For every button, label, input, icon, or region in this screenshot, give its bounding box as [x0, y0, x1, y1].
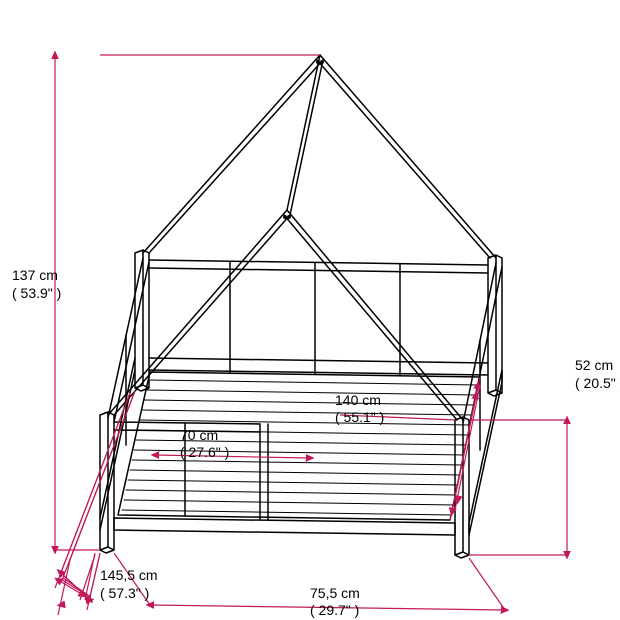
- svg-text:140 cm: 140 cm: [335, 392, 381, 408]
- svg-text:137 cm: 137 cm: [12, 267, 58, 283]
- svg-text:( 27.6" ): ( 27.6" ): [180, 444, 229, 460]
- dim-innerdepth-cm: 140 cm: [335, 392, 381, 408]
- dim-rail-cm: 52 cm: [575, 357, 613, 373]
- svg-text:( 20.5" ): ( 20.5" ): [575, 375, 620, 391]
- dim-rail-in: ( 20.5" ): [575, 375, 620, 391]
- bed-outline: [100, 55, 502, 558]
- dim-height-in: ( 53.9" ): [12, 285, 61, 301]
- dim-width-in: ( 29.7" ): [310, 602, 359, 618]
- bed-frame-diagram: 137 cm ( 53.9" ) 52 cm ( 20.5" ) 145,5 c…: [0, 0, 620, 620]
- svg-text:( 57.3" ): ( 57.3" ): [100, 585, 149, 601]
- dim-width-cm: 75,5 cm: [310, 585, 360, 601]
- svg-text:52 cm: 52 cm: [575, 357, 613, 373]
- svg-text:( 53.9" ): ( 53.9" ): [12, 285, 61, 301]
- dim-depth-in: ( 57.3" ): [100, 585, 149, 601]
- dim-height-cm: 137 cm: [12, 267, 58, 283]
- svg-text:( 29.7" ): ( 29.7" ): [310, 602, 359, 618]
- svg-text:( 55.1" ): ( 55.1" ): [335, 409, 384, 425]
- svg-text:75,5 cm: 75,5 cm: [310, 585, 360, 601]
- svg-text:145,5 cm: 145,5 cm: [100, 567, 158, 583]
- dim-depth-cm: 145,5 cm: [100, 567, 158, 583]
- dim-innerdepth-in: ( 55.1" ): [335, 409, 384, 425]
- dimension-lines: [55, 55, 567, 608]
- dim-innerwidth-in: ( 27.6" ): [180, 444, 229, 460]
- svg-text:70 cm: 70 cm: [180, 427, 218, 443]
- dim-innerwidth-cm: 70 cm: [180, 427, 218, 443]
